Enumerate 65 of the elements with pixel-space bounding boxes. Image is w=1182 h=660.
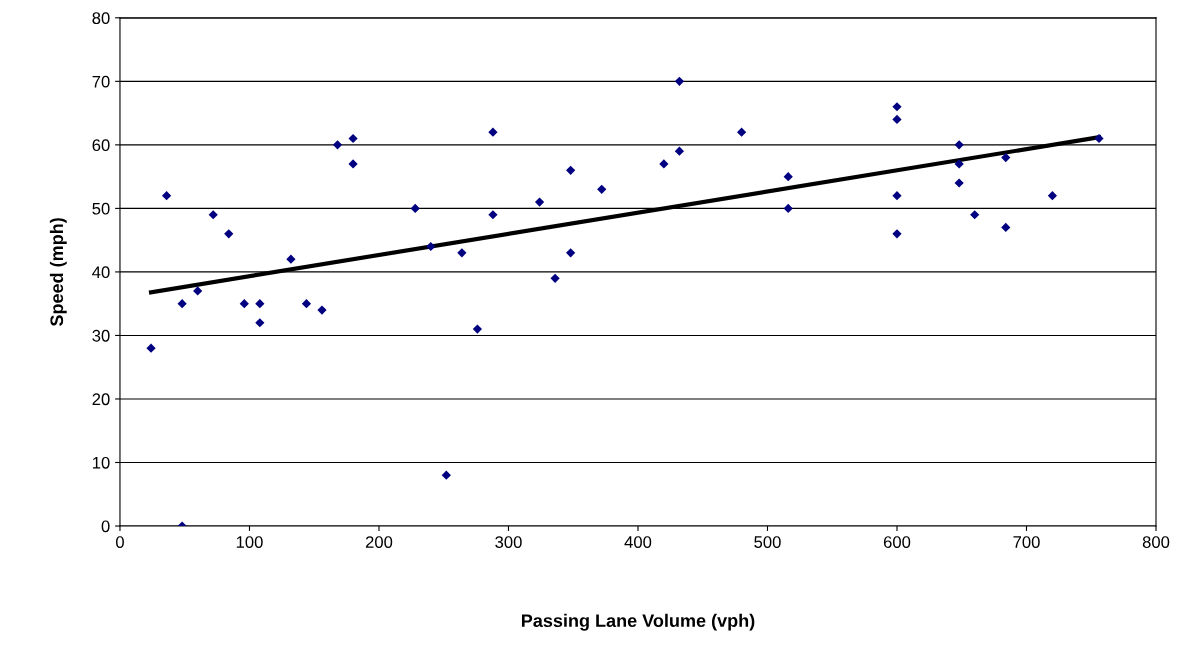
- point: [1047, 191, 1057, 201]
- point: [892, 102, 902, 112]
- point: [348, 133, 358, 144]
- point: [566, 165, 576, 175]
- y-axis-title: Speed (mph): [49, 218, 67, 327]
- point: [441, 470, 451, 480]
- y-tick-label: 50: [92, 202, 110, 215]
- point: [954, 159, 964, 169]
- x-tick-label: 100: [236, 536, 263, 548]
- point: [1001, 222, 1011, 233]
- x-tick-label: 400: [624, 536, 652, 548]
- point: [488, 127, 498, 137]
- point: [892, 191, 902, 201]
- point: [550, 273, 560, 283]
- point: [566, 248, 576, 258]
- point: [161, 191, 172, 201]
- point: [317, 305, 327, 315]
- point: [954, 178, 964, 188]
- point: [193, 286, 203, 296]
- point: [239, 299, 249, 309]
- point: [659, 159, 669, 169]
- point: [286, 254, 296, 264]
- y-tick-label: 80: [92, 12, 110, 25]
- y-tick-label: 60: [92, 139, 110, 152]
- point: [224, 229, 234, 239]
- point: [736, 127, 747, 137]
- point: [410, 203, 420, 213]
- point: [332, 140, 343, 150]
- point: [534, 197, 545, 207]
- x-tick-label: 0: [115, 536, 124, 548]
- point: [892, 114, 902, 125]
- point: [783, 172, 793, 182]
- point: [472, 324, 483, 334]
- point: [146, 343, 156, 353]
- y-tick-label: 0: [101, 520, 110, 533]
- x-axis-title: Passing Lane Volume (vph): [521, 613, 755, 631]
- x-tick-label: 200: [365, 536, 393, 548]
- point: [954, 140, 964, 150]
- x-tick-label: 600: [883, 536, 911, 548]
- point: [255, 299, 265, 309]
- point: [426, 241, 436, 252]
- y-tick-label: 40: [92, 266, 110, 279]
- y-tick-label: 10: [92, 456, 110, 469]
- point: [457, 248, 467, 258]
- point: [1094, 133, 1104, 144]
- point: [348, 159, 358, 169]
- y-tick-label: 70: [92, 75, 110, 88]
- point: [674, 146, 685, 156]
- x-tick-label: 700: [1013, 536, 1040, 548]
- point: [1001, 152, 1011, 163]
- y-tick-label: 30: [92, 329, 110, 342]
- point: [783, 203, 793, 213]
- point: [301, 299, 312, 309]
- y-tick-label: 20: [92, 393, 110, 406]
- point: [597, 184, 607, 194]
- point: [255, 318, 265, 328]
- point: [488, 210, 498, 220]
- point: [970, 210, 980, 220]
- x-tick-label: 500: [754, 536, 781, 548]
- x-tick-label: 800: [1142, 536, 1170, 548]
- point: [674, 76, 685, 86]
- point: [208, 210, 218, 220]
- point: [177, 299, 187, 309]
- point: [892, 229, 902, 239]
- x-tick-label: 300: [495, 536, 522, 548]
